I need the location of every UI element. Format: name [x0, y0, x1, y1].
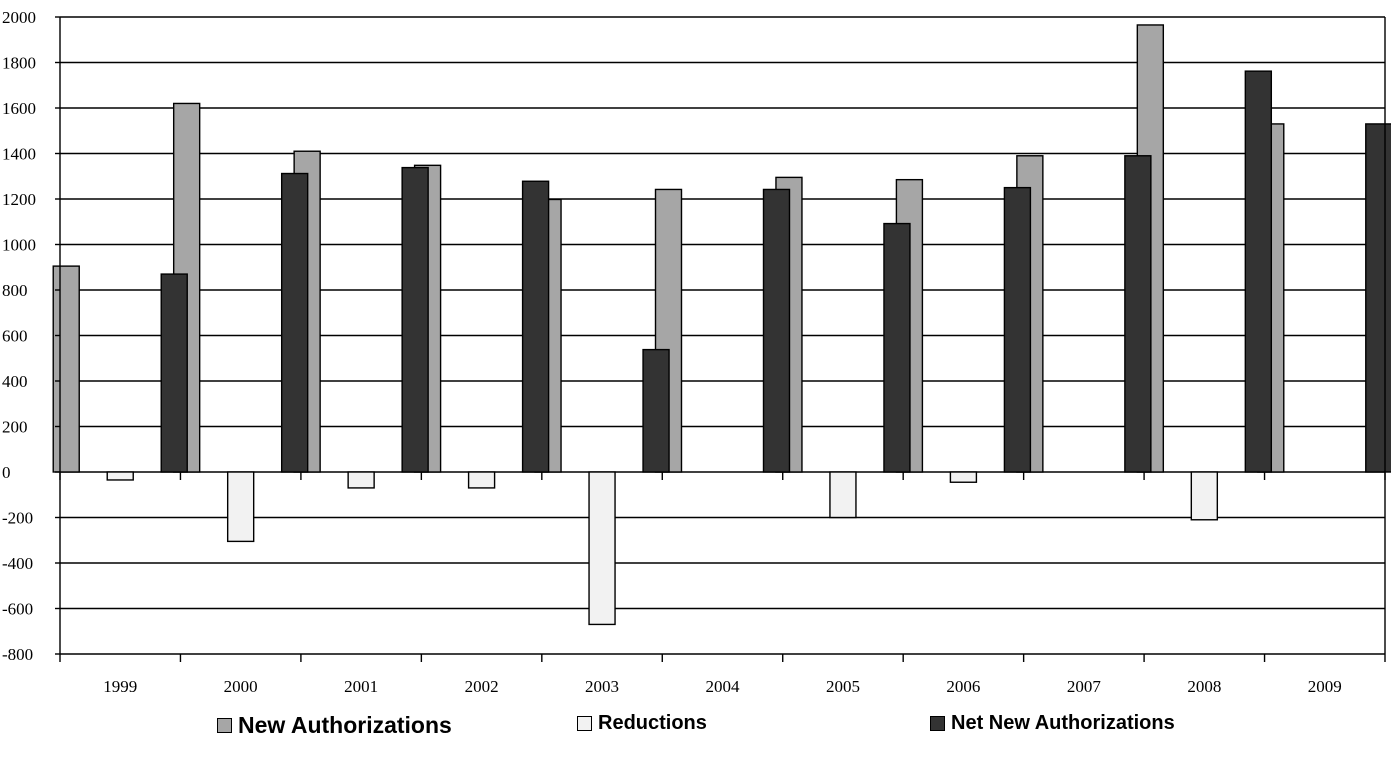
bar-net-new-authorizations-2006: [1003, 186, 1032, 473]
legend-swatch-reductions: [577, 716, 592, 731]
legend: New Authorizations Reductions Net New Au…: [0, 712, 1391, 762]
bar-reductions-1999: [106, 471, 134, 481]
grid-lines: [60, 16, 1385, 610]
legend-swatch-net-new-authorizations: [930, 716, 945, 731]
x-tick-label: 2005: [826, 677, 860, 696]
bar-reductions-2008: [1190, 471, 1219, 521]
y-tick-label: 1600: [2, 99, 36, 118]
legend-swatch-new-authorizations: [217, 718, 232, 733]
bar-net-new-authorizations-2007: [1124, 155, 1152, 473]
x-tick-label: 2007: [1067, 677, 1102, 696]
bars: [52, 24, 1391, 626]
x-tick-label: 2001: [344, 677, 378, 696]
y-tick-label: 1800: [2, 54, 36, 73]
x-tick-label: 2006: [946, 677, 980, 696]
y-tick-label: 1000: [2, 236, 36, 255]
x-tick-label: 2009: [1308, 677, 1342, 696]
x-tick-label: 2002: [465, 677, 499, 696]
legend-item-net-new-authorizations: Net New Authorizations: [930, 712, 1175, 735]
x-tick-label: 2008: [1187, 677, 1221, 696]
y-tick-label: -200: [2, 509, 33, 528]
bar-new-authorizations-1999: [52, 265, 80, 473]
y-tick-label: 2000: [2, 8, 36, 27]
y-tick-label: 1400: [2, 145, 36, 164]
legend-item-new-authorizations: New Authorizations: [217, 712, 452, 739]
bar-net-new-authorizations-2004: [762, 188, 791, 473]
y-tick-label: 0: [2, 463, 11, 482]
axes: [55, 16, 1386, 662]
bar-reductions-2000: [226, 471, 255, 543]
bar-reductions-2001: [347, 471, 375, 489]
y-tick-label: -400: [2, 554, 33, 573]
bar-net-new-authorizations-2003: [642, 348, 670, 473]
legend-label-reductions: Reductions: [598, 712, 707, 734]
bar-net-new-authorizations-2005: [883, 222, 911, 473]
x-tick-label: 2003: [585, 677, 619, 696]
y-tick-label: 600: [2, 327, 28, 346]
bar-net-new-authorizations-2002: [521, 180, 550, 473]
y-tick-label: 200: [2, 418, 28, 437]
legend-label-net-new-authorizations: Net New Authorizations: [951, 712, 1175, 734]
bar-net-new-authorizations-2000: [280, 172, 309, 473]
legend-item-reductions: Reductions: [577, 712, 707, 735]
x-tick-labels: 1999 2000 2001 2002 2003 2004 2005 2006 2007 2008…: [103, 677, 1342, 696]
y-tick-label: -800: [2, 645, 33, 664]
bar-reductions-2002: [467, 471, 496, 489]
legend-label-new-authorizations: New Authorizations: [238, 712, 452, 738]
bar-net-new-authorizations-2001: [401, 166, 429, 473]
x-tick-label: 2004: [706, 677, 741, 696]
bar-net-new-authorizations-1999: [160, 273, 188, 473]
x-tick-label: 2000: [224, 677, 258, 696]
bar-net-new-authorizations-2008: [1244, 70, 1273, 473]
bar-chart: -800 -600 -400 -200 0 200 400 600 800 1000 1200 140…: [2, 8, 1391, 696]
bar-reductions-2005: [829, 471, 857, 519]
x-tick-label: 1999: [103, 677, 137, 696]
y-tick-label: 800: [2, 281, 28, 300]
bar-reductions-2003: [588, 471, 616, 626]
bar-net-new-authorizations-2009: [1365, 123, 1391, 473]
y-tick-label: 400: [2, 372, 28, 391]
y-tick-label: -600: [2, 600, 33, 619]
y-tick-label: 1200: [2, 190, 36, 209]
y-tick-labels: -800 -600 -400 -200 0 200 400 600 800 1000 1200 140…: [2, 8, 36, 664]
bar-reductions-2006: [949, 471, 978, 483]
